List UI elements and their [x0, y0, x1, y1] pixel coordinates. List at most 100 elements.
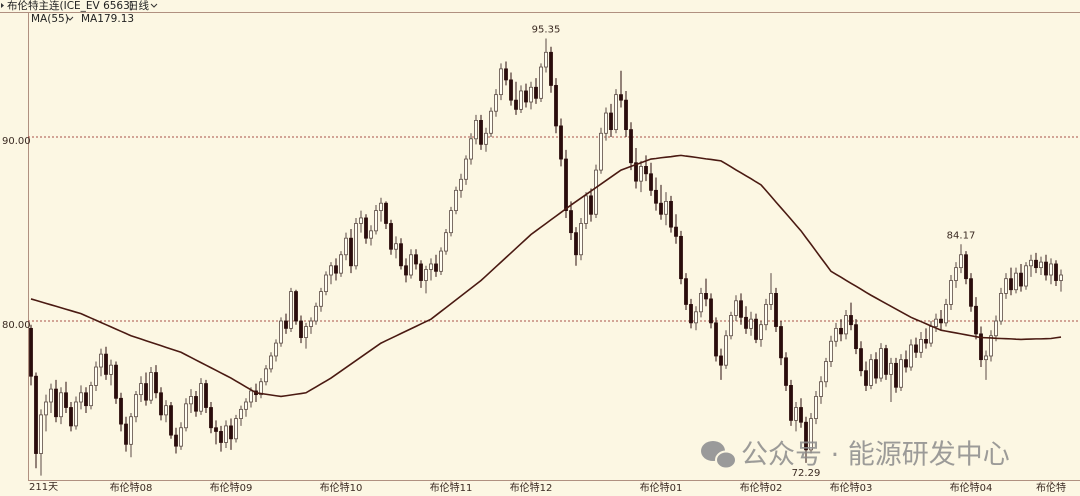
candle-body [289, 291, 293, 329]
candle-body [324, 274, 328, 292]
candle-body [404, 265, 408, 276]
candle-body [344, 237, 348, 256]
candle-body [724, 335, 728, 366]
candle-body [654, 189, 658, 204]
candle-body [169, 405, 173, 436]
candle-body [934, 318, 938, 327]
candle-body [864, 370, 868, 386]
candle-body [619, 94, 623, 101]
candle-body [1019, 272, 1023, 287]
candle-body [804, 421, 808, 451]
candle-body [699, 293, 703, 313]
candle-body [539, 66, 543, 99]
candle-body [974, 305, 978, 335]
candle-body [899, 359, 903, 388]
span-label: 211天 [29, 482, 58, 493]
candle-body [199, 383, 203, 412]
candle-body [774, 293, 778, 327]
candle-body [694, 311, 698, 324]
candle-body [269, 355, 273, 370]
candle-body [274, 342, 278, 357]
candle-body [1059, 274, 1063, 281]
candle-body [409, 254, 413, 276]
candle-body [139, 383, 143, 396]
candle-body [329, 265, 333, 276]
candle-body [1049, 263, 1053, 276]
candle-body [1029, 259, 1033, 267]
candle-body [244, 401, 248, 410]
candle-body [729, 315, 733, 337]
candle-body [89, 385, 93, 407]
candle-body [339, 254, 343, 274]
dropdown-arrow[interactable] [150, 3, 158, 8]
candle-body [509, 79, 513, 101]
candle-body [234, 418, 238, 440]
candle-body [104, 353, 108, 375]
candle-body [784, 357, 788, 386]
candle-body [99, 353, 103, 368]
candle-body [1014, 272, 1018, 291]
x-tick-label: 布伦特03 [830, 481, 873, 494]
candle-body [714, 322, 718, 357]
candle-body [609, 112, 613, 131]
candle-body [894, 362, 898, 388]
candle-body [449, 210, 453, 234]
x-tick-label: 布伦特 [1036, 481, 1066, 494]
candle-body [184, 403, 188, 429]
period[interactable]: 日线 [128, 0, 149, 12]
extreme-label: 72.29 [792, 468, 821, 479]
candle-body [249, 390, 253, 403]
candle-body [484, 132, 488, 145]
candle-body [649, 173, 653, 191]
candle-body [559, 125, 563, 160]
candle-body [74, 401, 78, 427]
candle-body [54, 388, 58, 418]
candle-body [299, 320, 303, 338]
candle-body [819, 381, 823, 397]
candle-body [279, 320, 283, 344]
candle-body [319, 291, 323, 307]
candle-body [919, 339, 923, 353]
candle-body [949, 280, 953, 305]
candle-body [664, 200, 668, 215]
candle-body [204, 383, 208, 408]
candle-body [144, 383, 148, 401]
ma-value: 79.13 [104, 13, 134, 25]
candle-body [999, 293, 1003, 322]
candle-body [789, 385, 793, 421]
candle-body [749, 318, 753, 329]
candle-body [909, 344, 913, 368]
dropdown-arrow[interactable] [66, 16, 74, 21]
candle-body [239, 408, 243, 419]
candle-body [229, 425, 233, 440]
candle-body [469, 138, 473, 160]
candle-body [129, 416, 133, 445]
candle-body [364, 217, 368, 239]
candle-body [549, 51, 553, 86]
candle-body [1024, 265, 1028, 287]
indicator[interactable]: MA(55) [31, 13, 69, 25]
candle-body [359, 217, 363, 224]
candle-body [304, 326, 308, 338]
candle-body [259, 381, 263, 396]
x-tick-label: 布伦特08 [110, 481, 153, 494]
candle-body [674, 226, 678, 237]
candle-body [34, 375, 38, 454]
candle-body [544, 51, 548, 68]
candle-body [474, 120, 478, 140]
candle-body [489, 110, 493, 134]
candle-body [69, 407, 73, 427]
candle-body [824, 361, 828, 383]
candle-body [464, 158, 468, 180]
candle-body [754, 318, 758, 340]
candle-body [179, 427, 183, 447]
candle-body [64, 392, 68, 408]
candle-body [669, 200, 673, 228]
candle-body [734, 300, 738, 316]
candle-body [349, 237, 353, 267]
candle-body [939, 318, 943, 324]
menu-marker[interactable] [1, 3, 4, 8]
candle-body [744, 316, 748, 329]
